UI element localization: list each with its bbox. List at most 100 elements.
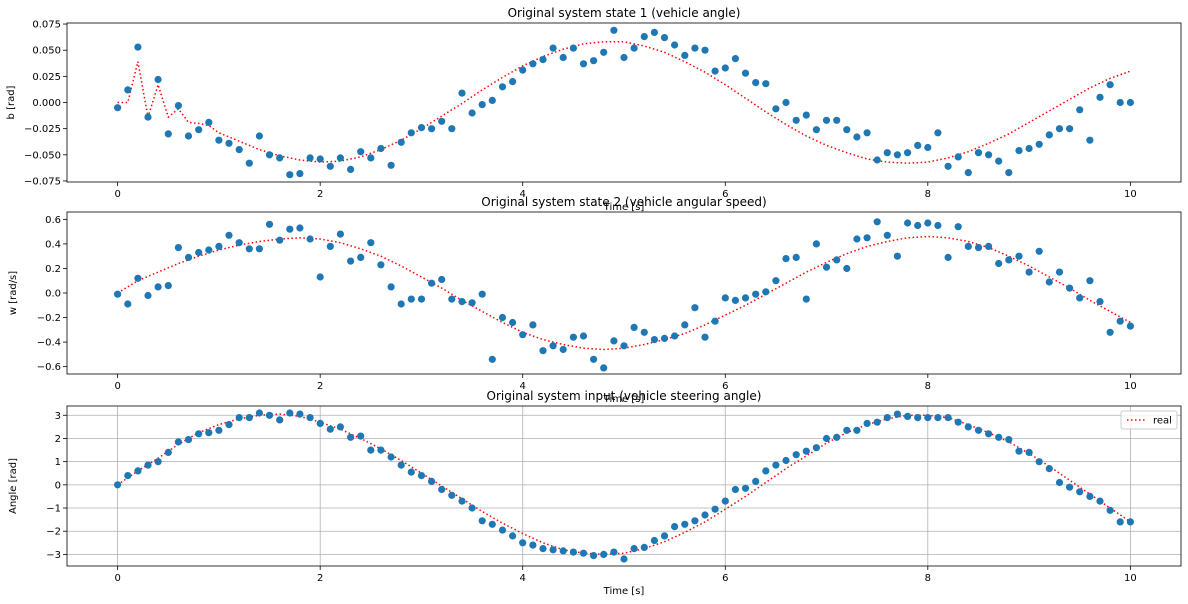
data-point xyxy=(306,414,314,422)
data-point xyxy=(630,545,638,553)
series-line xyxy=(117,235,1131,351)
data-point xyxy=(731,485,740,494)
data-point xyxy=(721,64,729,72)
data-point xyxy=(468,299,476,307)
data-point xyxy=(144,461,152,469)
data-point xyxy=(235,146,243,154)
data-point xyxy=(397,138,405,146)
data-point xyxy=(711,317,719,325)
data-point xyxy=(822,116,831,124)
data-point xyxy=(741,69,750,77)
data-point xyxy=(833,433,841,441)
data-point xyxy=(620,53,628,62)
data-point xyxy=(134,43,142,51)
data-point xyxy=(559,345,567,354)
data-point xyxy=(336,154,344,162)
data-point xyxy=(417,124,426,132)
data-point xyxy=(235,239,243,247)
data-point xyxy=(124,300,132,308)
data-point xyxy=(478,101,486,109)
data-point xyxy=(529,321,537,329)
data-point xyxy=(519,66,527,74)
x-tick-label: 6 xyxy=(722,189,728,200)
data-point xyxy=(164,130,172,138)
data-point xyxy=(387,283,395,291)
data-point xyxy=(741,484,750,492)
data-point xyxy=(1096,497,1104,505)
data-point xyxy=(316,273,324,281)
data-point xyxy=(630,323,638,331)
data-point xyxy=(954,223,962,231)
x-tick-label: 10 xyxy=(1124,381,1137,392)
data-point xyxy=(630,44,638,52)
data-point xyxy=(964,242,972,250)
data-point xyxy=(1126,98,1134,107)
axes-frame xyxy=(66,22,1182,183)
data-point xyxy=(326,162,334,170)
data-point xyxy=(154,458,162,466)
data-point xyxy=(529,541,537,549)
x-axis-label: Time [s] xyxy=(603,202,645,213)
data-point xyxy=(640,328,648,336)
data-point xyxy=(822,434,831,443)
data-point xyxy=(893,151,902,159)
data-point xyxy=(114,290,122,298)
data-point xyxy=(1045,465,1053,473)
data-point xyxy=(387,453,395,461)
data-point xyxy=(802,295,810,303)
data-point xyxy=(1096,93,1104,101)
data-point xyxy=(579,549,588,557)
data-point xyxy=(1005,436,1013,444)
data-point xyxy=(914,141,922,149)
data-point xyxy=(154,75,162,84)
y-tick-label: 0.0 xyxy=(45,289,61,300)
data-point xyxy=(539,56,547,64)
y-tick-label: 3 xyxy=(55,411,61,422)
data-point xyxy=(660,532,669,540)
data-point xyxy=(1116,518,1124,526)
data-point xyxy=(367,239,375,247)
data-point xyxy=(255,245,263,253)
data-point xyxy=(590,552,598,560)
data-point xyxy=(873,218,881,226)
data-point xyxy=(650,28,659,36)
x-tick-label: 8 xyxy=(925,381,931,392)
data-point xyxy=(478,517,486,525)
data-point xyxy=(843,426,851,434)
data-point xyxy=(995,259,1003,268)
data-point xyxy=(377,446,385,454)
data-point xyxy=(296,224,304,232)
data-point xyxy=(215,242,223,250)
data-point xyxy=(448,295,456,303)
data-point xyxy=(569,44,578,52)
x-tick-label: 2 xyxy=(317,189,323,200)
data-point xyxy=(863,234,871,242)
legend-label: real xyxy=(1153,416,1172,427)
data-point xyxy=(286,225,294,233)
data-point xyxy=(1005,169,1013,177)
x-tick-label: 10 xyxy=(1124,189,1137,200)
data-point xyxy=(731,55,740,63)
series-line xyxy=(117,41,1131,164)
data-point xyxy=(1055,125,1064,133)
data-point xyxy=(174,438,182,446)
data-point xyxy=(691,304,699,312)
data-point xyxy=(357,432,365,440)
data-point xyxy=(276,236,284,244)
data-point xyxy=(539,545,547,553)
y-tick-label: 2 xyxy=(55,434,61,445)
data-point xyxy=(1126,518,1134,526)
data-point xyxy=(721,497,729,505)
data-point xyxy=(347,433,355,441)
data-point xyxy=(569,548,578,556)
data-point xyxy=(1066,483,1074,491)
data-point xyxy=(590,355,598,363)
data-point xyxy=(640,543,648,552)
data-point xyxy=(225,421,233,429)
data-point xyxy=(184,253,193,261)
data-point xyxy=(1076,106,1084,114)
data-point xyxy=(1086,277,1094,285)
data-point xyxy=(255,409,263,417)
data-point xyxy=(286,409,294,417)
data-point xyxy=(417,472,426,480)
